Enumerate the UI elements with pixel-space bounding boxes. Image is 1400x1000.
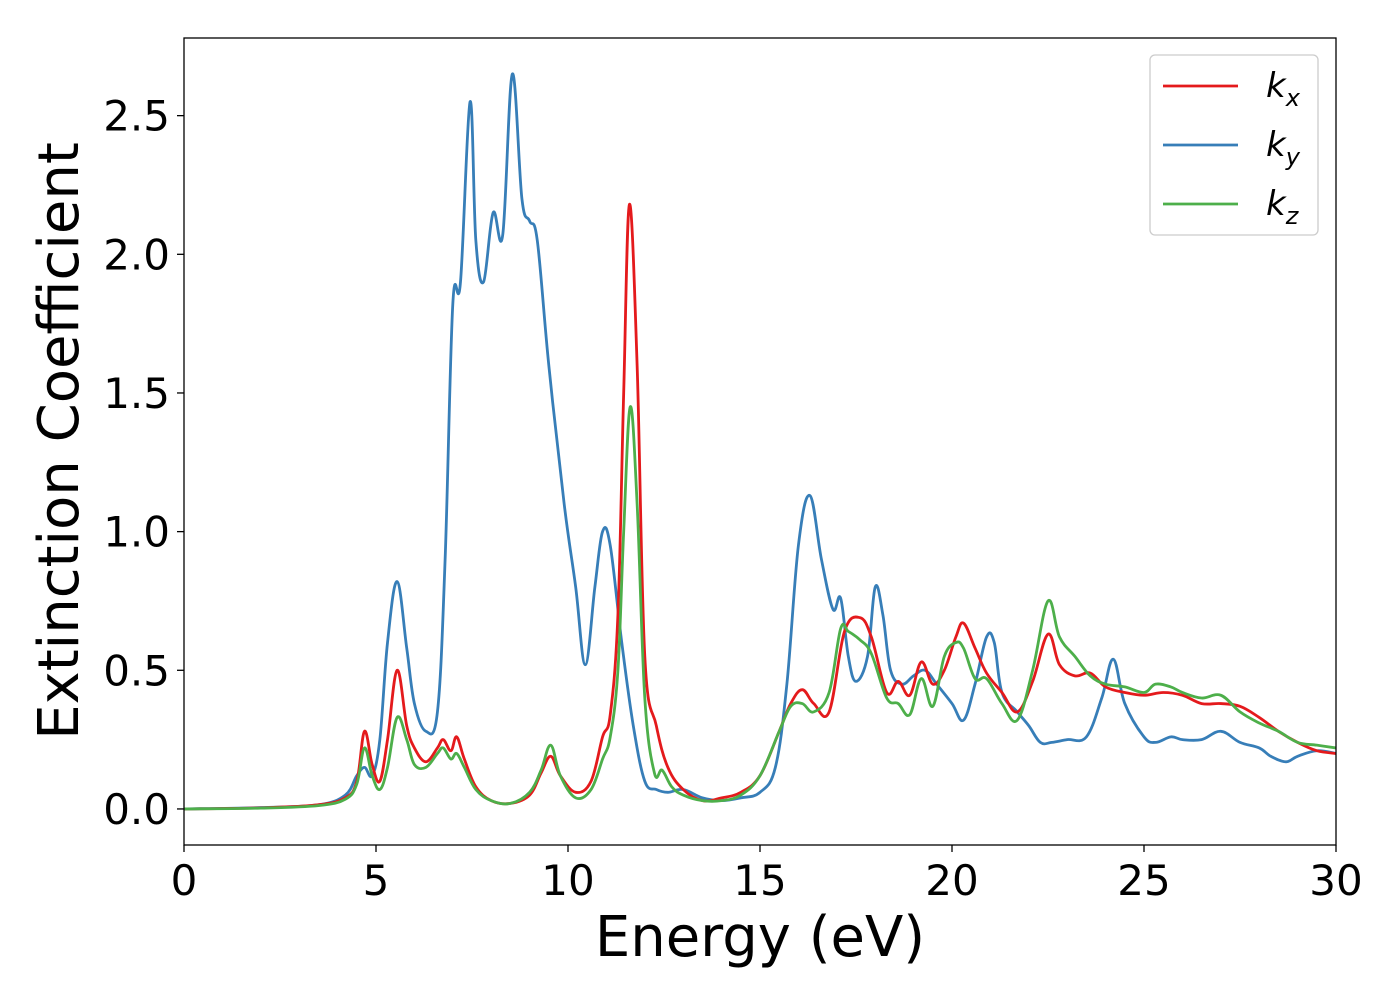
- y-axis-ticks: 0.0 0.5 1.0 1.5 2.0 2.5: [103, 92, 184, 834]
- y-tick-label: 2.5: [103, 92, 170, 141]
- y-tick-label: 0.5: [103, 646, 170, 695]
- legend-label-k-y: ky: [1266, 125, 1301, 171]
- x-tick-label: 5: [363, 856, 390, 905]
- legend-label-k-x: kx: [1266, 66, 1301, 112]
- y-tick-label: 1.5: [103, 369, 170, 418]
- y-tick-label: 2.0: [103, 230, 170, 279]
- legend: kx ky kz: [1149, 54, 1319, 236]
- x-axis-ticks: 0 5 10 15 20 25 30: [171, 845, 1363, 905]
- legend-entries: kx ky kz: [1163, 66, 1301, 230]
- x-tick-label: 30: [1309, 856, 1362, 905]
- series-line-k-z: [184, 405, 1336, 811]
- y-tick-label: 0.0: [103, 785, 170, 834]
- series-layer: [184, 72, 1336, 811]
- x-tick-label: 10: [541, 856, 594, 905]
- x-tick-label: 15: [733, 856, 786, 905]
- legend-label-k-z: kz: [1266, 184, 1300, 230]
- x-axis-title: Energy (eV): [595, 905, 925, 970]
- y-tick-label: 1.0: [103, 508, 170, 557]
- y-axis-title: Extinction Coefficient: [27, 142, 92, 740]
- x-tick-label: 0: [171, 856, 198, 905]
- x-tick-label: 25: [1117, 856, 1170, 905]
- x-tick-label: 20: [925, 856, 978, 905]
